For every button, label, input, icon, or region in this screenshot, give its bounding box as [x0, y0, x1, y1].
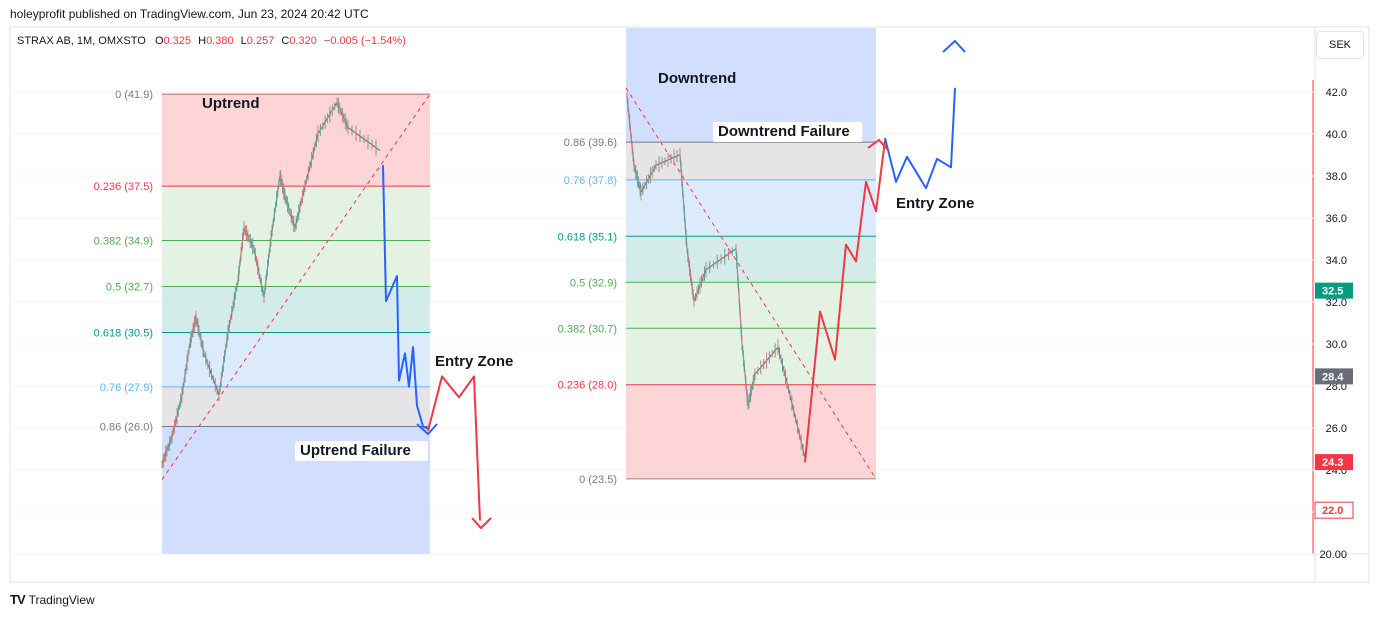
y-tick-label: 26.0: [1326, 423, 1347, 435]
fib-level-label-right: 0.618 (35.1): [558, 231, 617, 243]
projection-right-up: [804, 139, 886, 463]
fib-level-label-left: 0.86 (26.0): [100, 422, 153, 434]
trend-diagonal-left: [161, 93, 431, 480]
downtrend-failure-label: Downtrend Failure: [718, 123, 850, 140]
fib-level-label-left: 0.236 (37.5): [94, 181, 153, 193]
fib-level-label-left: 0.76 (27.9): [100, 382, 153, 394]
downtrend-title: Downtrend: [658, 70, 736, 87]
y-tick-label: 34.0: [1326, 255, 1347, 267]
high-value: 0.380: [206, 35, 234, 47]
close-value: 0.320: [289, 35, 317, 47]
fib-zone-left: [162, 94, 430, 187]
projection-right-continuation: [884, 87, 956, 190]
price-badge: [1315, 454, 1353, 471]
arrow-down-left-icon: [416, 423, 438, 436]
open-label: O: [154, 35, 164, 47]
tradingview-logo-icon: TV: [10, 592, 26, 607]
trend-diagonal-right: [625, 87, 877, 480]
publish-header: holeyprofit published on TradingView.com…: [10, 7, 369, 21]
arrow-down-red-icon: [471, 517, 492, 530]
arrow-up-red-icon: [867, 138, 890, 152]
fib-zone-left: [162, 186, 430, 241]
fib-level-label-right: 0.236 (28.0): [558, 380, 617, 392]
fib-zone-left: [162, 386, 430, 427]
price-badge-label: 28.4: [1322, 371, 1344, 383]
y-tick-label: 32.0: [1326, 297, 1347, 309]
fib-level-label-right: 0 (23.5): [579, 474, 617, 486]
symbol-legend: STRAX AB, 1M, OMXSTO O0.325 H0.380 L0.25…: [17, 35, 410, 47]
price-badge: [1315, 282, 1353, 299]
price-badge-label: 22.0: [1322, 505, 1343, 517]
uptrend-title: Uptrend: [202, 95, 260, 112]
fib-level-label-right: 0.5 (32.9): [570, 277, 617, 289]
low-value: 0.257: [246, 35, 275, 47]
low-label: L: [240, 35, 247, 47]
fib-zone-right: [626, 142, 876, 180]
change-value: −0.005 (−1.54%): [323, 35, 406, 47]
projection-left-failure: [427, 375, 481, 521]
fib-zone-left: [162, 240, 430, 287]
fib-level-label-right: 0.86 (39.6): [564, 137, 617, 149]
y-tick-label: 38.0: [1326, 171, 1347, 183]
fib-zone-right: [626, 179, 876, 237]
price-badge-label: 24.3: [1322, 457, 1343, 469]
y-tick-label: 36.0: [1326, 213, 1347, 225]
footer-brand: TV TradingView: [10, 592, 95, 607]
fib-level-label-left: 0.618 (30.5): [94, 327, 153, 339]
footer-brand-label: TradingView: [28, 592, 95, 607]
symbol-name: STRAX AB, 1M, OMXSTO: [17, 35, 146, 47]
fib-level-label-right: 0.382 (30.7): [558, 323, 617, 335]
price-badge-label: 32.5: [1322, 286, 1343, 298]
fib-level-label-left: 0.5 (32.7): [106, 281, 153, 293]
price-badge: [1315, 368, 1353, 385]
close-label: C: [281, 35, 290, 47]
price-badge: [1314, 501, 1354, 519]
fib-level-label-right: 0.76 (37.8): [564, 175, 617, 187]
y-tick-label: 40.0: [1326, 129, 1347, 141]
fib-zone-right: [626, 236, 876, 283]
fib-zone-right: [626, 282, 876, 329]
entry-zone-right-label: Entry Zone: [896, 195, 974, 212]
fib-zone-right: [626, 328, 876, 385]
chart-frame: [9, 26, 1370, 583]
high-label: H: [198, 35, 207, 47]
fib-level-label-left: 0.382 (34.9): [94, 235, 153, 247]
projection-left-down: [382, 165, 429, 430]
y-tick-label: 20.00: [1319, 549, 1347, 561]
uptrend-failure-label: Uptrend Failure: [300, 442, 411, 459]
downtrend-failure-label-box: [713, 122, 863, 142]
y-tick-label: 30.0: [1326, 339, 1347, 351]
arrow-up-blue-icon: [942, 39, 966, 53]
fib-level-label-left: 0 (41.9): [115, 89, 153, 101]
open-value: 0.325: [163, 35, 192, 47]
y-tick-label: 42.0: [1326, 87, 1347, 99]
uptrend-failure-label-box: [295, 441, 428, 461]
currency-button[interactable]: SEK: [1316, 31, 1364, 59]
entry-zone-left-label: Entry Zone: [435, 353, 513, 370]
